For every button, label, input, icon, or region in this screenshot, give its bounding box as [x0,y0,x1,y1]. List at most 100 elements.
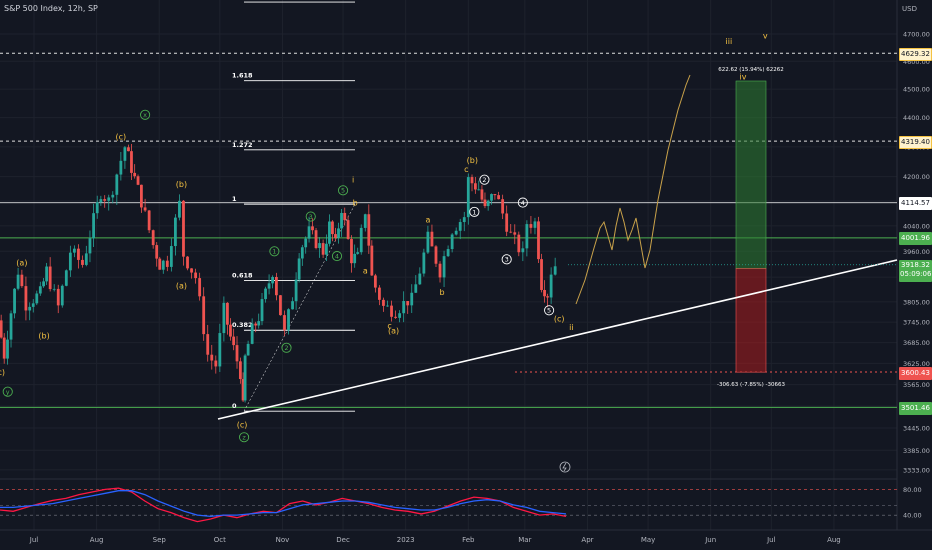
candle-body [311,226,314,231]
candle-body [363,214,367,228]
candle-body [537,221,540,260]
candle-body [486,200,490,207]
wave-label-1: 1 [272,248,276,256]
position-target-label: 622.62 (15.94%) 62262 [718,67,784,73]
price-tick: 4500.00 [903,86,930,94]
wave-label-v: v [763,31,768,40]
candle-body [321,243,325,255]
wave-circle [2,386,13,397]
candle-body [367,214,371,246]
time-tick-Jul: Jul [766,536,776,544]
price-tag-value: 3501.46 [901,403,930,412]
candle-body [60,285,64,306]
wave-label-(a): (a) [388,327,399,336]
candle-body [442,256,446,278]
long-position-tool[interactable]: 622.62 (15.94%) 62262 -306.63 (-7.85%) -3… [717,67,785,388]
candle-body [304,238,308,248]
price-tick: 3565.00 [903,381,930,389]
candle-body [324,243,328,255]
candle-body [155,245,159,259]
candle-body [123,147,127,161]
candle-body [13,288,16,314]
time-tick-Sep: Sep [153,536,167,544]
candle-body [56,288,60,306]
candle-body [291,301,294,310]
candle-body [398,313,402,318]
candle-body [198,278,202,297]
candle-body [42,281,45,287]
wave-circle [479,174,490,185]
wave-circle [140,109,151,120]
trendline[interactable] [217,259,898,420]
candle-body [73,248,76,253]
candle-body [165,260,169,267]
time-tick-Apr: Apr [581,536,593,544]
price-tag: 3918.32 05:09:06 [899,259,932,282]
time-axis[interactable]: Jul Aug Sep Oct Nov Dec 2023 Feb Mar Apr May Jun Jul… [29,536,841,544]
position-target-zone [735,80,767,270]
time-tick-May: May [641,536,655,544]
candle-body [130,151,133,173]
candle-body [426,231,430,253]
fib-label-1: 1 [232,195,237,203]
candle-body [414,284,418,293]
projection-path[interactable] [575,74,691,305]
candle-body [543,289,546,297]
candle-body [139,184,143,208]
lightning-icon [559,461,571,473]
candle-body [513,232,517,235]
rsi-tick: 40.00 [903,512,922,520]
candle-body [343,212,347,221]
wave-label-3: 3 [505,256,509,264]
candle-body [521,248,525,253]
grid [0,0,932,531]
price-tag-value: 3918.32 [901,260,930,269]
wave-label-c: c [387,321,391,330]
candle-body [92,213,95,239]
candle-body [490,194,493,201]
candle-body [103,199,107,201]
candle-body [232,336,236,346]
candle-body [28,306,32,311]
candle-body [378,287,381,300]
candle-body [406,301,410,306]
candle-body [546,296,549,298]
wave-label-2: 2 [284,344,288,352]
candle-body [350,238,353,264]
wave-label-(b): (b) [38,332,49,341]
candle-body [136,176,140,185]
candle-body [202,296,206,335]
price-tag: 4629.32 [899,47,932,61]
candle-body [287,309,290,331]
candle-body [294,279,298,302]
candle-body [143,207,147,211]
candle-body [356,252,360,254]
fib-extension[interactable]: 0 0.382 0.618 1 1.272 1.618 2 [232,0,356,412]
candle-body [190,268,193,273]
candle-body [20,274,24,287]
candle-body [422,252,426,274]
rsi-tick: 80.00 [903,486,922,494]
candle-body [2,337,6,359]
candle-body [430,231,434,247]
candle-body [402,301,406,314]
wave-label-4: 4 [521,199,525,207]
wave-label-a: a [363,267,368,276]
candle-body [394,316,397,318]
candle-body [64,270,68,286]
wave-circle [281,342,292,353]
candle-body [218,333,222,367]
wave-circle [501,254,512,265]
candle-body [151,230,155,246]
fib-label-2: 2 [232,0,237,1]
time-tick-Mar: Mar [518,536,531,544]
candle-body [497,195,500,200]
candle-body [133,172,137,177]
wave-label-a: a [425,216,430,225]
wave-label-(c): (c) [0,368,5,377]
time-tick-Oct: Oct [214,536,226,544]
candle-body [370,245,374,276]
wave-label-(b): (b) [467,156,478,165]
candle-body [246,343,250,356]
